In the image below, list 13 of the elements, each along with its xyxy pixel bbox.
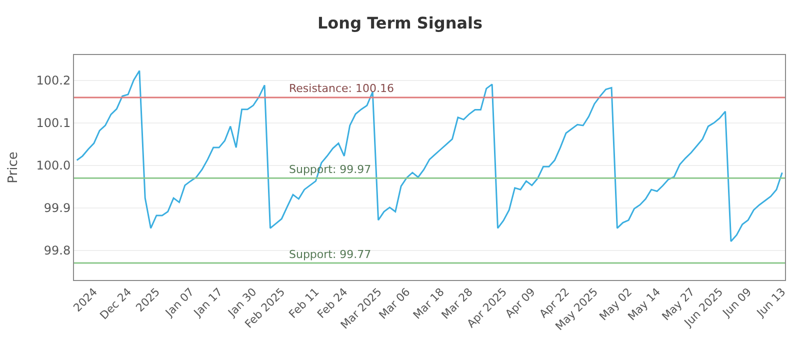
y-tick-label: 99.9: [44, 201, 71, 216]
ref-line-label: Resistance: 100.16: [289, 82, 394, 95]
ref-line-label: Support: 99.77: [289, 248, 372, 261]
y-tick-label: 100.2: [36, 74, 71, 88]
y-tick-label: 99.8: [44, 243, 71, 258]
y-axis-title: Price: [6, 152, 22, 184]
y-tick-label: 100.1: [36, 116, 71, 130]
line-series: [76, 70, 783, 242]
y-tick-label: 100.0: [36, 158, 71, 173]
x-tick-label: Jan 17: [190, 286, 226, 320]
x-tick-label: Jun 13: [754, 286, 788, 320]
chart-title: Long Term Signals: [317, 14, 483, 33]
x-tick-label: Dec 24: [97, 286, 134, 322]
